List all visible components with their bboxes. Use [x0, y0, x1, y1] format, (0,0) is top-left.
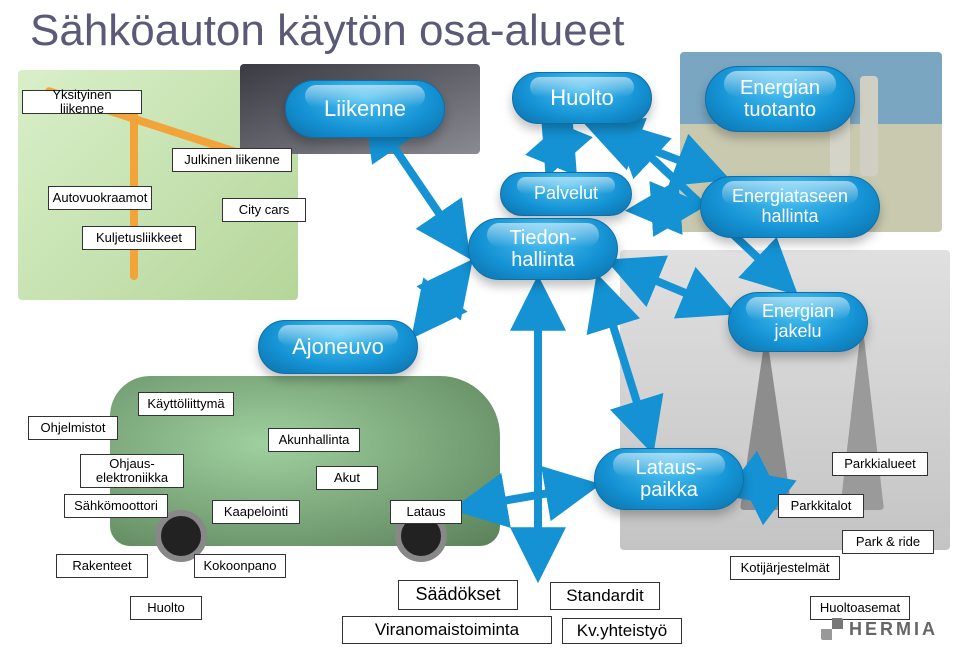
- box-viranomaistoiminta: Viranomaistoiminta: [342, 616, 552, 644]
- box-city-cars: City cars: [222, 198, 306, 222]
- pill-label: Energiataseen hallinta: [732, 187, 848, 227]
- box-kotijarjestelmat: Kotijärjestelmät: [730, 556, 840, 580]
- box-ohjauselektroniikka: Ohjaus- elektroniikka: [80, 454, 184, 488]
- box-kuljetusliikkeet: Kuljetusliikkeet: [82, 226, 196, 250]
- page-title: Sähköauton käytön osa-alueet: [30, 6, 624, 56]
- bg-pylon-1: [740, 330, 792, 510]
- pill-energiataseen: Energiataseen hallinta: [700, 176, 880, 238]
- box-akut: Akut: [316, 466, 378, 490]
- pill-energian-tuotanto: Energian tuotanto: [705, 66, 855, 132]
- pill-tiedonhallinta: Tiedon- hallinta: [468, 218, 618, 280]
- pill-liikenne: Liikenne: [285, 80, 445, 138]
- box-autovuokraamot: Autovuokraamot: [48, 186, 152, 210]
- pill-huolto: Huolto: [512, 72, 652, 124]
- box-ohjelmistot: Ohjelmistot: [28, 416, 118, 440]
- pill-ajoneuvo: Ajoneuvo: [258, 320, 418, 374]
- box-julkinen-liikenne: Julkinen liikenne: [172, 148, 292, 172]
- pill-label: Huolto: [550, 86, 614, 110]
- bg-plant-stack2: [860, 76, 878, 176]
- pill-latauspaikka: Lataus- paikka: [594, 448, 744, 510]
- box-akunhallinta: Akunhallinta: [268, 428, 360, 452]
- box-yksityinen-liikenne: Yksityinen liikenne: [22, 90, 142, 114]
- box-kaapelointi: Kaapelointi: [212, 500, 300, 524]
- pill-label: Energian jakelu: [762, 302, 834, 342]
- box-kv-yhteistyo: Kv.yhteistyö: [562, 618, 682, 644]
- pill-label: Liikenne: [324, 97, 406, 121]
- box-kayttoliittyma: Käyttöliittymä: [138, 392, 234, 416]
- logo-hermia: HERMIA: [821, 618, 938, 640]
- pill-label: Tiedon- hallinta: [509, 227, 576, 271]
- box-huolto: Huolto: [130, 596, 202, 620]
- logo-text: HERMIA: [849, 619, 938, 640]
- box-parkkialueet: Parkkialueet: [832, 452, 928, 476]
- box-sahkomoottori: Sähkömoottori: [64, 494, 168, 518]
- pill-label: Palvelut: [534, 184, 598, 204]
- box-parkkitalot: Parkkitalot: [778, 494, 864, 518]
- box-standardit: Standardit: [550, 582, 660, 610]
- box-kokoonpano: Kokoonpano: [194, 554, 286, 578]
- pill-label: Ajoneuvo: [292, 335, 384, 359]
- pill-label: Lataus- paikka: [636, 457, 703, 501]
- bg-road-2: [130, 90, 138, 280]
- pill-label: Energian tuotanto: [740, 77, 820, 121]
- box-park-ride: Park & ride: [842, 530, 934, 554]
- box-lataus: Lataus: [390, 500, 462, 524]
- pill-energian-jakelu: Energian jakelu: [728, 292, 868, 352]
- logo-mark-icon: [821, 618, 843, 640]
- box-huoltoasemat: Huoltoasemat: [810, 596, 910, 620]
- box-rakenteet: Rakenteet: [56, 554, 148, 578]
- box-saadokset: Säädökset: [398, 580, 518, 610]
- pill-palvelut: Palvelut: [500, 172, 632, 216]
